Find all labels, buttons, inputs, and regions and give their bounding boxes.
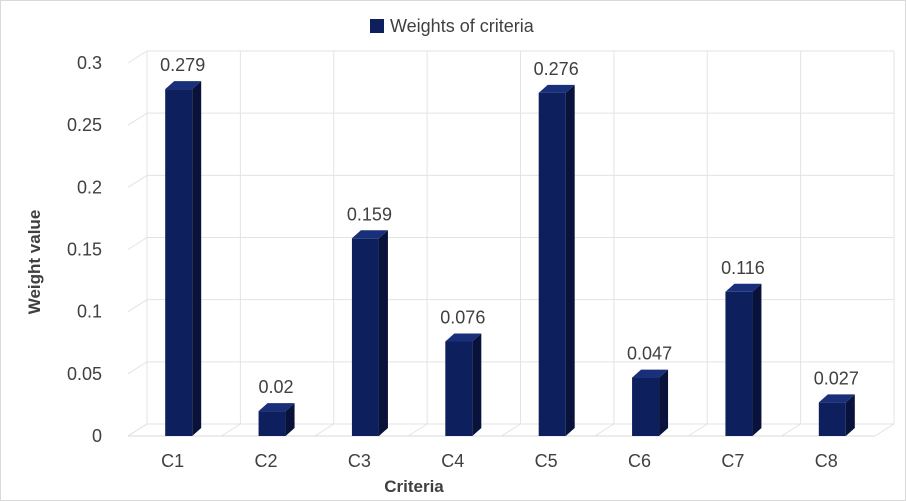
bar-side bbox=[192, 81, 202, 437]
data-label: 0.076 bbox=[440, 308, 485, 328]
bar-top bbox=[538, 84, 575, 93]
bar-top bbox=[632, 369, 669, 378]
bar-side bbox=[285, 403, 295, 436]
floor-line bbox=[127, 423, 148, 437]
bar-front bbox=[818, 402, 846, 436]
bar-top bbox=[725, 283, 762, 292]
legend-swatch bbox=[370, 19, 384, 33]
y-tick-label: 0.05 bbox=[67, 364, 102, 384]
bars bbox=[165, 81, 855, 437]
data-labels: 0.279 0.02 0.159 0.076 0.276 0.047 0.116 0.027 bbox=[160, 55, 859, 397]
floor-line bbox=[687, 423, 708, 437]
y-axis-title: Weight value bbox=[25, 210, 44, 315]
floor-line bbox=[407, 423, 428, 437]
bar-C4 bbox=[445, 333, 482, 436]
data-label: 0.276 bbox=[534, 59, 579, 79]
bar-top bbox=[165, 81, 202, 90]
legend-label: Weights of criteria bbox=[390, 16, 535, 36]
bar-front bbox=[725, 291, 753, 436]
data-label: 0.116 bbox=[721, 258, 765, 278]
y-axis-ticks: 0 0.05 0.1 0.15 0.2 0.25 0.3 bbox=[67, 53, 102, 446]
bar-front bbox=[165, 89, 193, 437]
data-label: 0.159 bbox=[347, 204, 392, 224]
bar-side bbox=[845, 394, 855, 436]
bar-C6 bbox=[632, 369, 669, 436]
y-tick-label: 0 bbox=[92, 426, 102, 446]
bar-C2 bbox=[258, 403, 295, 436]
x-tick-label: C6 bbox=[628, 451, 651, 471]
floor-line bbox=[221, 423, 241, 437]
floor-line bbox=[781, 423, 801, 437]
bar-C8 bbox=[818, 394, 855, 436]
data-label: 0.027 bbox=[814, 368, 859, 388]
bar-front bbox=[258, 411, 286, 436]
x-tick-label: C8 bbox=[815, 451, 838, 471]
bar-front bbox=[351, 238, 379, 436]
floor-line bbox=[501, 423, 521, 437]
bar-top bbox=[818, 394, 855, 403]
bar-top bbox=[445, 333, 482, 342]
bar-front bbox=[538, 92, 566, 436]
floor-line bbox=[594, 423, 615, 437]
legend: Weights of criteria bbox=[370, 16, 535, 36]
bar-side bbox=[378, 230, 388, 436]
bar-front bbox=[632, 377, 660, 436]
x-tick-label: C5 bbox=[535, 451, 558, 471]
bar-top bbox=[351, 230, 388, 239]
x-tick-label: C7 bbox=[721, 451, 744, 471]
bar-front bbox=[445, 341, 473, 436]
bar-C3 bbox=[351, 230, 388, 436]
bar-side bbox=[472, 333, 482, 436]
bar-C5 bbox=[538, 84, 575, 436]
bar-top bbox=[258, 403, 295, 412]
bar-side bbox=[752, 283, 762, 436]
bar-C1 bbox=[165, 81, 202, 437]
bar-side bbox=[659, 369, 669, 436]
x-axis-ticks: C1 C2 C3 C4 C5 C6 C7 C8 bbox=[161, 451, 838, 471]
data-label: 0.02 bbox=[259, 377, 294, 397]
x-axis-title: Criteria bbox=[384, 477, 444, 496]
x-tick-label: C4 bbox=[441, 451, 464, 471]
data-label: 0.279 bbox=[160, 55, 205, 75]
y-tick-label: 0.3 bbox=[77, 53, 102, 73]
x-tick-label: C1 bbox=[161, 451, 184, 471]
y-tick-label: 0.25 bbox=[67, 115, 102, 135]
bar-C7 bbox=[725, 283, 762, 436]
y-tick-label: 0.2 bbox=[77, 177, 102, 197]
x-tick-label: C2 bbox=[255, 451, 278, 471]
bar-side bbox=[565, 84, 575, 436]
data-label: 0.047 bbox=[627, 344, 672, 364]
floor-line bbox=[874, 423, 895, 437]
floor-line bbox=[314, 423, 335, 437]
y-tick-label: 0.15 bbox=[67, 240, 102, 260]
x-tick-label: C3 bbox=[348, 451, 371, 471]
y-tick-label: 0.1 bbox=[77, 302, 102, 322]
